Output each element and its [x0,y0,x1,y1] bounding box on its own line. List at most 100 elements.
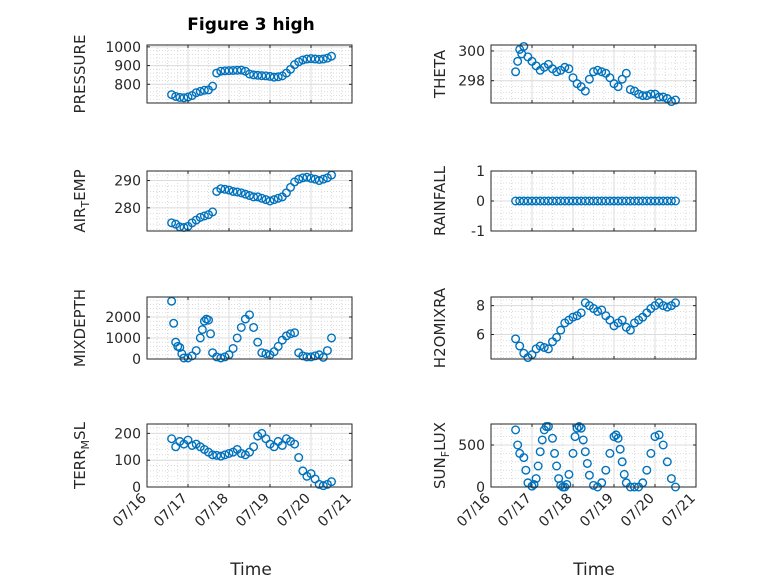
data-point [216,353,226,363]
data-point [580,86,590,96]
data-point [539,342,549,352]
data-point [601,465,611,475]
axes-box [146,44,353,104]
data-point [203,315,213,325]
subplot-2: 298 300 THETA [431,41,697,107]
data-point [224,448,234,458]
data-point [306,352,316,362]
data-point [617,315,627,325]
data-point [671,196,681,206]
data-point [294,453,304,463]
y-tick-label: 200 [114,426,141,442]
y-axis-label: AIRTEMP [71,169,92,232]
data-point [537,435,547,445]
data-point [584,74,594,84]
data-point [527,481,537,491]
y-axis-label: RAINFALL [431,165,449,236]
data-point [318,352,328,362]
data-point [253,337,263,347]
data-point [511,425,521,435]
data-point [322,346,332,356]
data-point [654,430,664,440]
data-point [515,341,525,351]
data-point [625,85,635,95]
data-point [511,334,521,344]
y-tick-label: 300 [458,44,485,60]
data-point [548,433,558,443]
data-point [327,477,337,487]
data-point [195,333,205,343]
axes-box [146,423,353,488]
data-point [589,480,599,490]
data-point [550,448,560,458]
y-tick-label: 6 [476,327,485,343]
data-point [535,447,545,457]
data-point [306,173,316,183]
y-tick-label: 280 [114,201,141,217]
data-point [228,186,238,196]
y-tick-label: 100 [114,453,141,469]
data-point [666,196,676,206]
data-point [322,53,332,63]
y-axis-label: SUNFLUX [431,422,452,489]
data-point [617,74,627,84]
data-point [195,212,205,222]
data-point [521,465,531,475]
data-point [216,184,226,194]
data-point [666,97,676,107]
data-point [208,207,218,217]
data-point [191,346,201,356]
data-point [187,440,197,450]
data-point [543,422,553,432]
data-point [257,193,267,203]
data-point [171,91,181,101]
data-point [228,343,238,353]
data-point [580,447,590,457]
data-point [642,465,652,475]
data-point [568,73,578,83]
data-point [327,51,337,61]
data-point [197,325,207,335]
data-point [646,89,656,99]
data-point [574,422,584,432]
axes-box [490,296,697,360]
data-point [535,341,545,351]
data-point [578,435,588,445]
data-point [519,41,529,51]
y-tick-label: 0 [476,480,485,496]
data-point [605,315,615,325]
data-point [568,448,578,458]
data-point [290,439,300,449]
data-point [244,310,254,320]
data-point [199,85,209,95]
data-point [236,188,246,198]
axes-box [490,44,697,104]
data-point [564,469,574,479]
data-point [167,90,177,100]
data-point [249,322,259,332]
subplot-5: 0 1000 2000 MIXDEPTH [71,289,353,368]
data-point [294,57,304,67]
data-point [236,322,246,332]
axes-box [146,170,353,232]
data-point [298,55,308,65]
data-point [302,172,312,182]
data-point [208,81,218,91]
axes-box [490,423,697,488]
data-point [529,479,539,489]
data-point [265,196,275,206]
data-point [244,191,254,201]
y-axis-label: PRESSURE [71,35,89,114]
data-point [646,448,656,458]
data-point [562,479,572,489]
data-point [613,433,623,443]
data-point [625,325,635,335]
data-point [568,312,578,322]
data-point [613,82,623,92]
data-point [269,72,279,82]
data-point [220,184,230,194]
data-point [671,298,681,308]
data-point [533,461,543,471]
data-point [191,88,201,98]
